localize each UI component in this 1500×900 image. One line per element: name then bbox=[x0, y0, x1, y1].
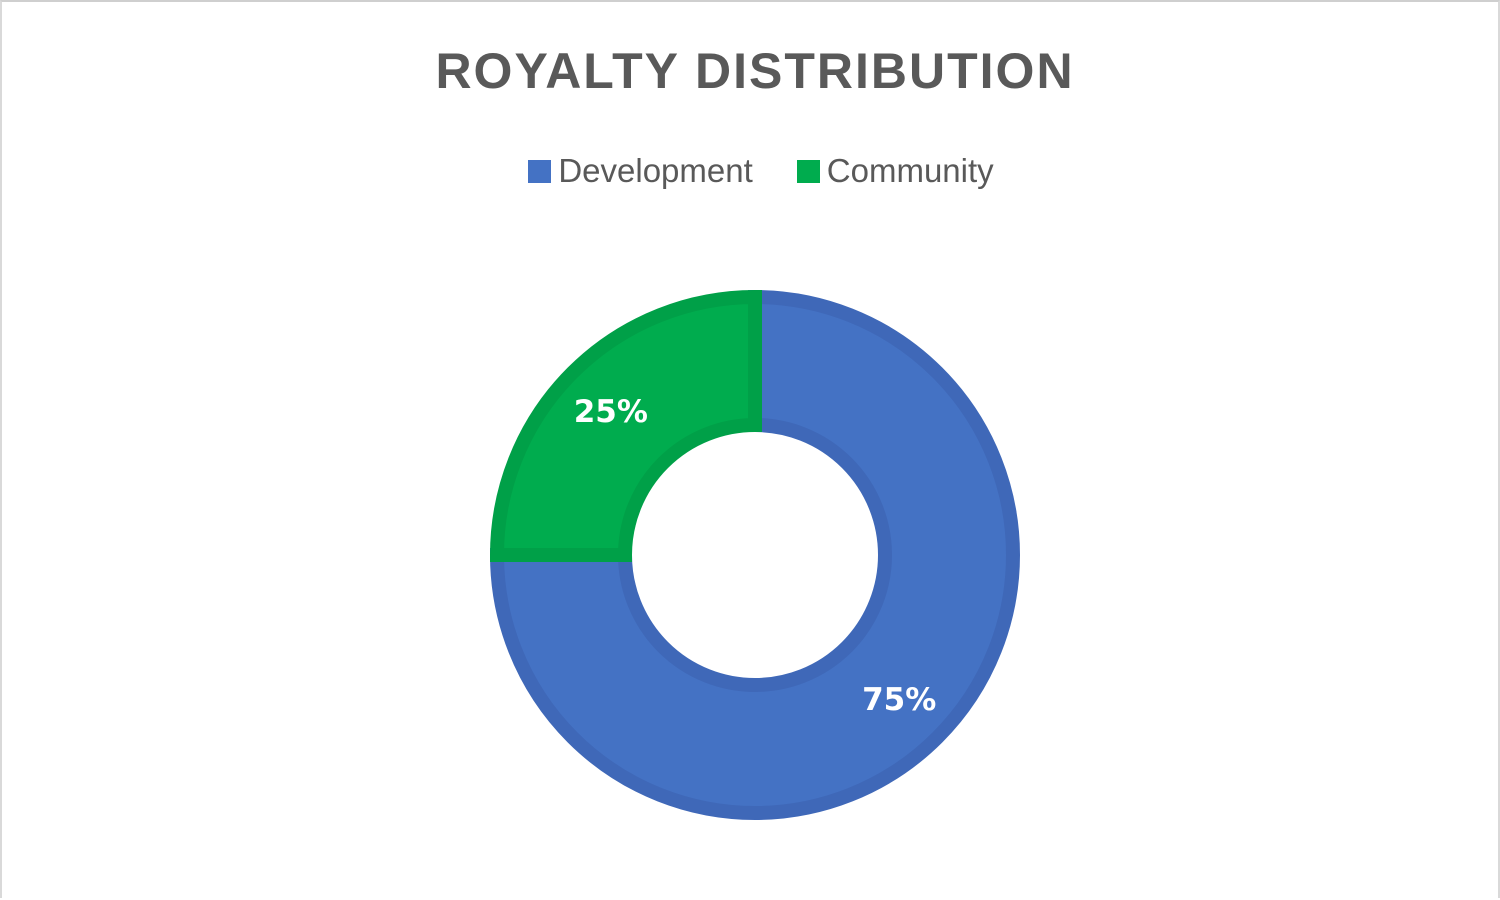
legend-item-community: Community bbox=[796, 152, 994, 190]
chart-legend: Development Community bbox=[2, 152, 1500, 190]
legend-label-development: Development bbox=[558, 152, 753, 189]
donut-slice-community bbox=[489, 289, 762, 562]
data-label-community: 25% bbox=[574, 394, 648, 430]
donut-data-labels: 75% 25% bbox=[574, 394, 937, 718]
donut-slices bbox=[489, 289, 1020, 820]
legend-item-development: Development bbox=[528, 152, 753, 190]
donut-slice-development bbox=[489, 289, 1020, 820]
legend-label-community: Community bbox=[826, 152, 994, 189]
legend-swatch-development bbox=[528, 159, 552, 183]
data-label-development: 75% bbox=[862, 682, 936, 718]
legend-swatch-community bbox=[796, 159, 820, 183]
chart-title: ROYALTY DISTRIBUTION bbox=[435, 43, 1075, 99]
